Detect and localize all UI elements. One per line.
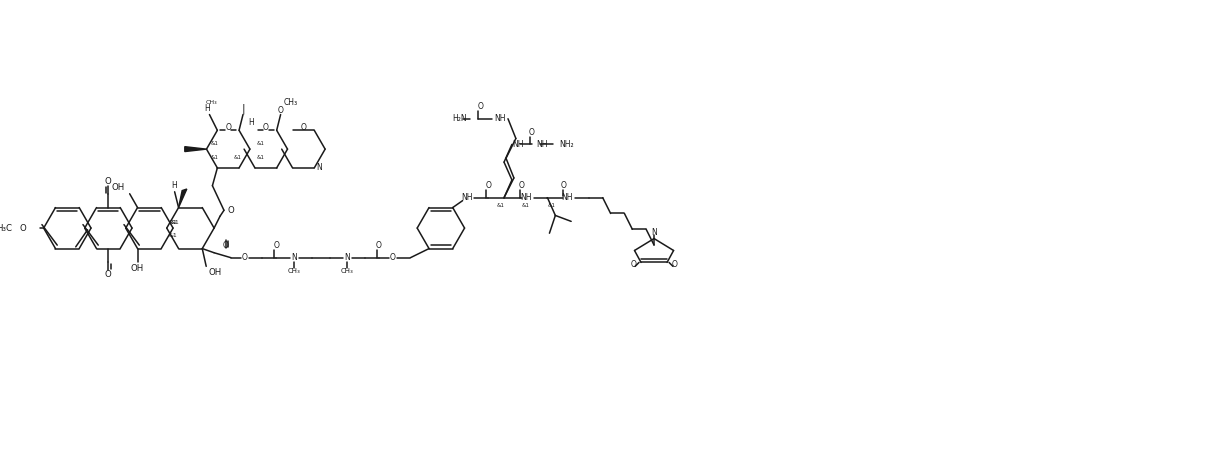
Text: &1: &1 xyxy=(257,155,265,160)
Text: &1: &1 xyxy=(169,219,177,225)
Text: O: O xyxy=(375,241,382,250)
Text: O: O xyxy=(242,253,247,262)
Text: NH: NH xyxy=(494,114,506,123)
Text: &1: &1 xyxy=(210,155,219,160)
Text: H: H xyxy=(204,104,210,113)
Text: NH₂: NH₂ xyxy=(559,140,574,149)
Text: O: O xyxy=(630,260,636,269)
Text: O: O xyxy=(519,181,525,191)
Text: OH: OH xyxy=(131,264,144,273)
Text: O: O xyxy=(301,123,306,132)
Text: N: N xyxy=(291,253,297,262)
Text: NH: NH xyxy=(512,140,523,149)
Polygon shape xyxy=(185,147,207,152)
Text: O: O xyxy=(225,123,231,132)
Text: OH: OH xyxy=(111,184,125,192)
Text: O: O xyxy=(223,241,229,250)
Text: O: O xyxy=(263,123,269,132)
Text: NH: NH xyxy=(561,193,572,202)
Text: O: O xyxy=(105,270,111,279)
Text: CH₃: CH₃ xyxy=(205,100,218,105)
Text: NH: NH xyxy=(536,140,547,149)
Text: H: H xyxy=(248,118,254,127)
Text: O: O xyxy=(528,128,534,137)
Text: &1: &1 xyxy=(497,203,504,208)
Text: &1: &1 xyxy=(171,219,180,225)
Text: O: O xyxy=(486,181,492,191)
Text: O: O xyxy=(390,253,396,262)
Text: H₂N: H₂N xyxy=(453,114,466,123)
Text: O: O xyxy=(278,106,284,115)
Text: O: O xyxy=(560,181,566,191)
Text: O: O xyxy=(227,206,235,215)
Text: &1: &1 xyxy=(169,234,177,239)
Text: N: N xyxy=(651,228,657,237)
Text: O: O xyxy=(671,260,678,269)
Text: CH₃: CH₃ xyxy=(287,269,301,275)
Text: CH₃: CH₃ xyxy=(341,269,353,275)
Text: N: N xyxy=(345,253,350,262)
Text: H: H xyxy=(171,181,177,191)
Text: &1: &1 xyxy=(548,203,555,208)
Text: |: | xyxy=(241,103,245,114)
Text: O: O xyxy=(105,177,111,186)
Text: O: O xyxy=(20,224,26,233)
Text: NH: NH xyxy=(461,193,472,202)
Text: H₃C: H₃C xyxy=(0,224,12,233)
Text: O: O xyxy=(477,102,483,112)
Text: O: O xyxy=(273,241,279,250)
Text: &1: &1 xyxy=(210,141,219,146)
Text: OH: OH xyxy=(208,268,221,277)
Text: &1: &1 xyxy=(234,155,241,160)
Polygon shape xyxy=(179,189,187,207)
Text: &1: &1 xyxy=(257,141,265,146)
Text: N: N xyxy=(317,163,322,172)
Text: CH₃: CH₃ xyxy=(284,98,297,107)
Text: &1: &1 xyxy=(522,203,530,208)
Text: NH: NH xyxy=(520,193,532,202)
